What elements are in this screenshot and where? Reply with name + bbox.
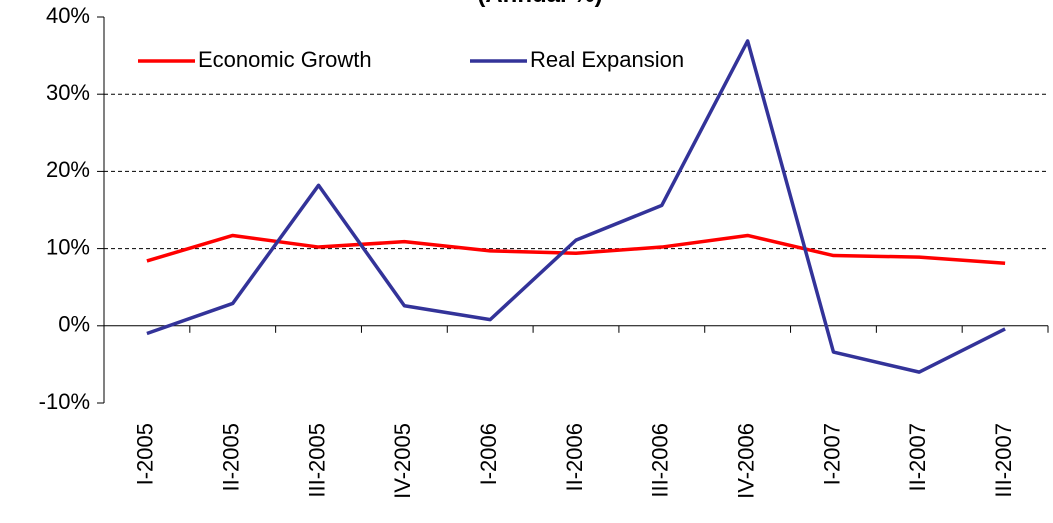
x-tick-label: II-2007 — [905, 423, 930, 492]
chart-title: (Annual %) — [477, 0, 602, 8]
y-tick-label: 20% — [46, 157, 90, 182]
x-tick-label: I-2006 — [476, 423, 501, 485]
x-tick-label: I-2007 — [819, 423, 844, 485]
series-line — [146, 39, 1006, 374]
x-tick-label: IV-2006 — [733, 423, 758, 499]
y-tick-label: 40% — [46, 3, 90, 28]
y-tick-label: -10% — [39, 389, 90, 414]
legend-label: Real Expansion — [530, 47, 684, 72]
y-tick-label: 30% — [46, 80, 90, 105]
x-tick-label: I-2005 — [133, 423, 158, 485]
series-line — [146, 233, 1006, 266]
x-tick-label: III-2005 — [304, 423, 329, 498]
x-tick-label: III-2006 — [648, 423, 673, 498]
x-tick-label: II-2005 — [219, 423, 244, 492]
y-tick-label: 0% — [58, 312, 90, 337]
y-tick-label: 10% — [46, 234, 90, 259]
x-tick-label: IV-2005 — [390, 423, 415, 499]
x-tick-label: II-2006 — [562, 423, 587, 492]
x-tick-label: III-2007 — [991, 423, 1016, 498]
legend-label: Economic Growth — [198, 47, 372, 72]
